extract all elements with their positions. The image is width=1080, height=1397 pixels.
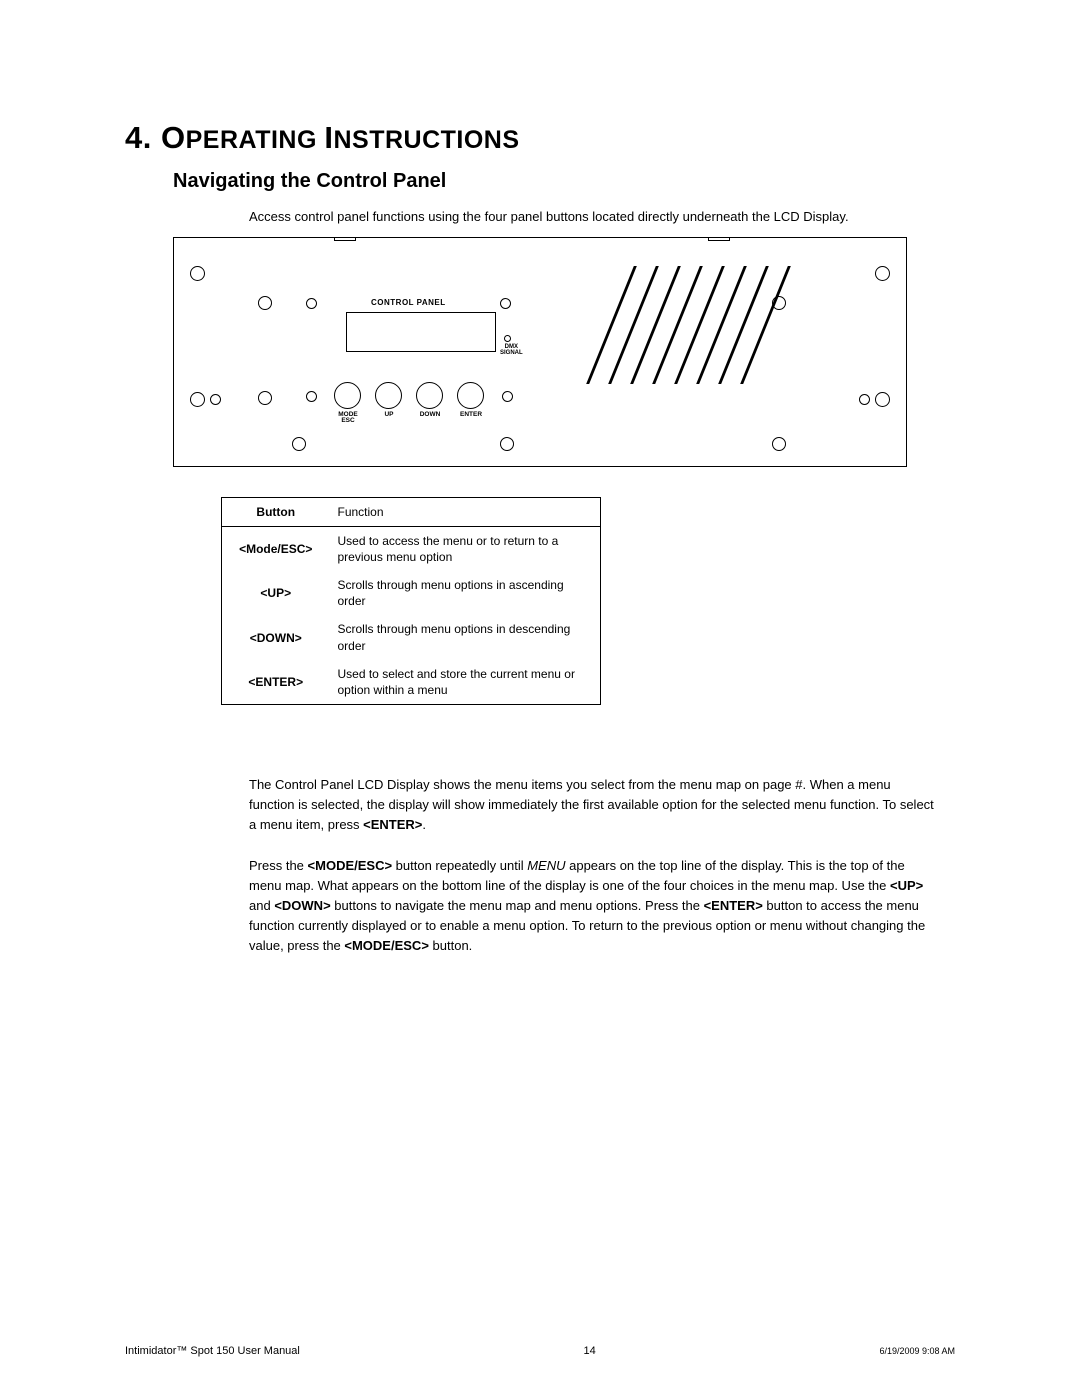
vent-slat [630,266,681,384]
footer-left: Intimidator™ Spot 150 User Manual [125,1345,300,1357]
table-cell: Used to access the menu or to return to … [330,526,601,571]
table-header-button: Button [222,497,330,526]
footer-page-number: 14 [584,1345,596,1357]
body-text: buttons to navigate the menu map and men… [331,898,704,913]
circle-icon [500,437,514,451]
body-text: The Control Panel LCD Display shows the … [249,777,934,832]
body-paragraph-1: The Control Panel LCD Display shows the … [249,775,939,835]
circle-icon [306,298,317,309]
signal-text: SIGNAL [500,350,523,356]
table-cell: <UP> [222,571,330,615]
bold-text: <MODE/ESC> [308,858,393,873]
circle-icon [875,266,890,281]
bold-text: <DOWN> [274,898,330,913]
circle-icon [772,437,786,451]
circle-icon [258,391,272,405]
circle-icon [875,392,890,407]
table-cell: Used to select and store the current men… [330,660,601,705]
control-panel-diagram: CONTROL PANEL DMX SIGNAL MODEESC UP DOWN EN… [173,237,907,467]
panel-button-icon [457,382,484,409]
bold-text: <ENTER> [363,817,422,832]
circle-icon [190,392,205,407]
panel-button-label: MODEESC [332,412,364,425]
circle-icon [258,296,272,310]
vent-slat [740,266,791,384]
circle-icon [859,394,870,405]
table-cell: <DOWN> [222,615,330,659]
table-header-row: Button Function [222,497,601,526]
vent-slat [608,266,659,384]
body-text: . [422,817,426,832]
heading-rest2: NSTRUCTIONS [333,126,519,154]
circle-icon [502,391,513,402]
table-cell: <Mode/ESC> [222,526,330,571]
heading-rest1: PERATING [186,126,325,154]
lcd-display [346,312,496,352]
table-cell: Scrolls through menu options in descendi… [330,615,601,659]
circle-icon [306,391,317,402]
circle-icon [500,298,511,309]
intro-paragraph: Access control panel functions using the… [249,207,929,227]
table-row: <UP> Scrolls through menu options in asc… [222,571,601,615]
dmx-label: DMX SIGNAL [500,344,523,356]
body-text: and [249,898,274,913]
vent-slat [652,266,703,384]
heading-cap1: O [161,120,186,155]
diagram-top-lip [708,237,730,241]
panel-button-icon [416,382,443,409]
section-heading: 4. OPERATING INSTRUCTIONS [125,120,955,156]
circle-icon [210,394,221,405]
circle-icon [292,437,306,451]
panel-button-icon [334,382,361,409]
button-function-table: Button Function <Mode/ESC> Used to acces… [221,497,601,706]
table-cell: <ENTER> [222,660,330,705]
heading-number: 4. [125,120,161,155]
table-row: <DOWN> Scrolls through menu options in d… [222,615,601,659]
vent-slat [718,266,769,384]
circle-icon [190,266,205,281]
dmx-led-icon [504,335,511,342]
body-text: Press the [249,858,308,873]
body-text: button. [429,938,472,953]
table-cell: Scrolls through menu options in ascendin… [330,571,601,615]
vent-slat [674,266,725,384]
body-text: button repeatedly until [392,858,527,873]
bold-text: <UP> [890,878,923,893]
body-paragraph-2: Press the <MODE/ESC> button repeatedly u… [249,856,939,957]
panel-button-label: UP [373,412,405,419]
panel-button-icon [375,382,402,409]
vent-slat [696,266,747,384]
subsection-heading: Navigating the Control Panel [173,170,955,193]
italic-text: MENU [527,858,565,873]
table-row: <Mode/ESC> Used to access the menu or to… [222,526,601,571]
panel-button-label: DOWN [414,412,446,419]
bold-text: <ENTER> [704,898,763,913]
vent-slat [586,266,637,384]
bold-text: <MODE/ESC> [344,938,429,953]
page-footer: Intimidator™ Spot 150 User Manual 14 6/1… [125,1345,955,1357]
control-panel-label: CONTROL PANEL [371,298,446,307]
panel-button-label: ENTER [455,412,487,419]
footer-timestamp: 6/19/2009 9:08 AM [879,1346,955,1356]
diagram-top-lip [334,237,356,241]
table-row: <ENTER> Used to select and store the cur… [222,660,601,705]
table-header-function: Function [330,497,601,526]
